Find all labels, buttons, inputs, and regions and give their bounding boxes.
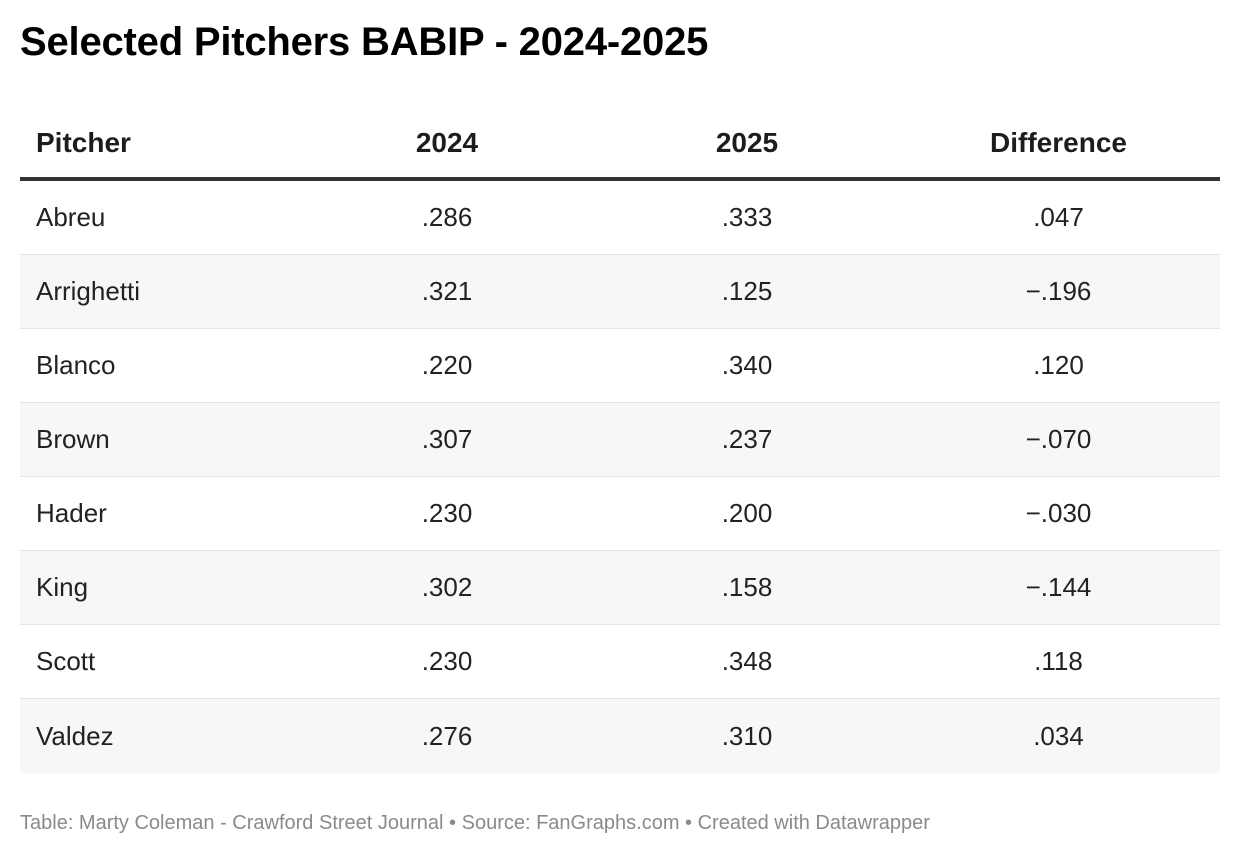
pitcher-cell: Hader xyxy=(36,498,107,528)
column-header-2024[interactable]: 2024 xyxy=(415,126,479,158)
value-2025-cell: .158 xyxy=(721,572,773,602)
value-2025-cell: .237 xyxy=(721,424,773,454)
table-row: Valdez .276 .310 .034 xyxy=(20,699,1220,773)
column-header-pitcher[interactable]: Pitcher xyxy=(36,126,131,158)
value-2024-cell: .307 xyxy=(421,424,473,454)
value-2024-cell: .230 xyxy=(421,646,473,676)
pitcher-cell: Valdez xyxy=(36,720,114,751)
source-footer: Table: Marty Coleman - Crawford Street J… xyxy=(20,812,930,834)
difference-cell: .034 xyxy=(1033,720,1084,751)
pitcher-cell: King xyxy=(36,572,89,602)
value-2025-cell: .200 xyxy=(721,498,773,528)
difference-cell: −.196 xyxy=(1025,276,1092,306)
column-header-2025[interactable]: 2025 xyxy=(715,126,779,158)
pitcher-cell: Abreu xyxy=(36,202,106,232)
table-header-row: Pitcher 2024 2025 Difference xyxy=(20,108,1220,181)
table-row: Hader .230 .200 −.030 xyxy=(20,477,1220,551)
difference-cell: −.070 xyxy=(1025,424,1092,454)
pitcher-cell: Blanco xyxy=(36,350,116,380)
chart-title: Selected Pitchers BABIP - 2024-2025 xyxy=(20,20,709,64)
pitcher-cell: Brown xyxy=(36,424,110,454)
value-2024-cell: .276 xyxy=(421,720,473,751)
value-2025-cell: .333 xyxy=(721,202,773,232)
difference-cell: .047 xyxy=(1033,202,1084,232)
pitcher-cell: Scott xyxy=(36,646,96,676)
table-row: Abreu .286 .333 .047 xyxy=(20,181,1220,255)
table-row: Arrighetti .321 .125 −.196 xyxy=(20,255,1220,329)
value-2024-cell: .286 xyxy=(421,202,473,232)
value-2024-cell: .220 xyxy=(421,350,473,380)
difference-cell: .120 xyxy=(1033,350,1084,380)
value-2024-cell: .302 xyxy=(421,572,473,602)
table-row: Blanco .220 .340 .120 xyxy=(20,329,1220,403)
table-row: Brown .307 .237 −.070 xyxy=(20,403,1220,477)
table-row: King .302 .158 −.144 xyxy=(20,551,1220,625)
data-table: Pitcher 2024 2025 Difference Abreu .286 … xyxy=(20,108,1220,773)
value-2025-cell: .348 xyxy=(721,646,773,676)
value-2025-cell: .310 xyxy=(721,720,773,751)
pitcher-cell: Arrighetti xyxy=(36,276,141,306)
table-row: Scott .230 .348 .118 xyxy=(20,625,1220,699)
difference-cell: .118 xyxy=(1034,646,1083,676)
value-2024-cell: .230 xyxy=(421,498,473,528)
value-2024-cell: .321 xyxy=(421,276,473,306)
column-header-difference[interactable]: Difference xyxy=(990,126,1127,158)
difference-cell: −.030 xyxy=(1025,498,1092,528)
value-2025-cell: .340 xyxy=(721,350,773,380)
difference-cell: −.144 xyxy=(1025,572,1092,602)
value-2025-cell: .125 xyxy=(721,276,773,306)
